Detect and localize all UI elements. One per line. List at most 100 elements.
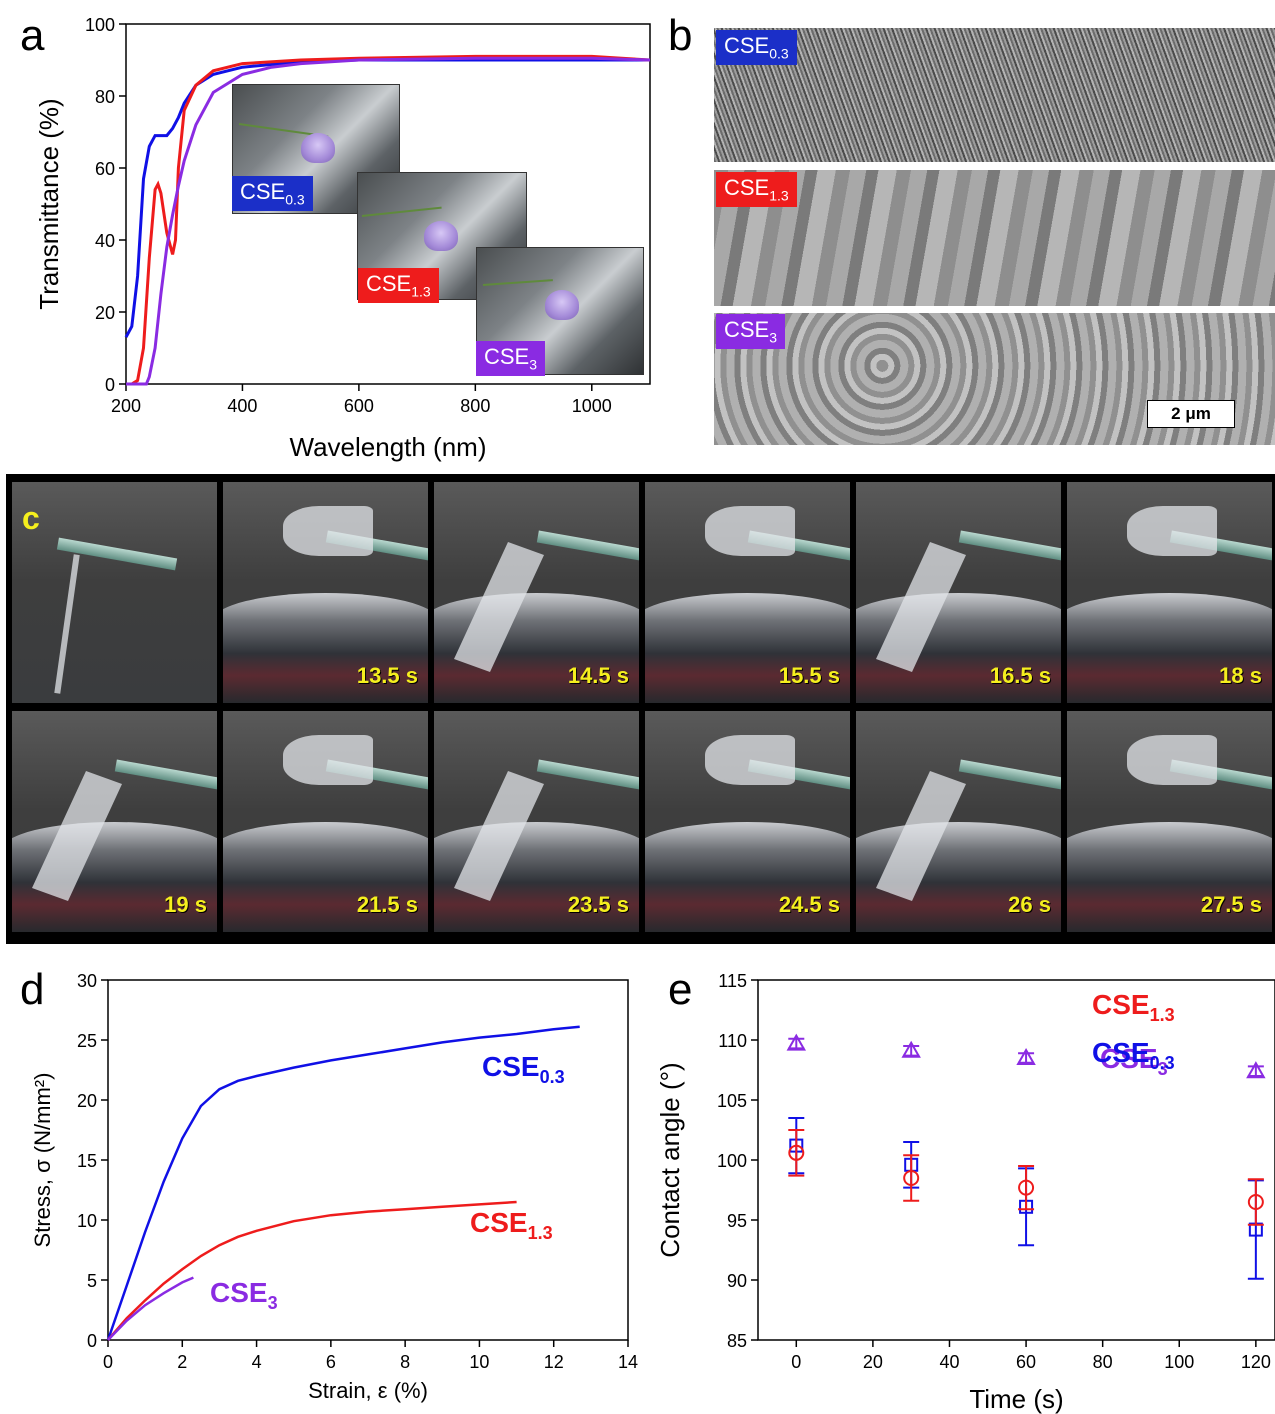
x-tick-label: 10 — [469, 1352, 489, 1372]
time-label: 27.5 s — [1200, 892, 1262, 917]
time-label: 13.5 s — [356, 663, 418, 688]
y-tick-label: 30 — [77, 971, 97, 991]
photo-frame-8: 24.5 s — [645, 711, 850, 932]
y-tick-label: 105 — [717, 1091, 747, 1111]
plot-frame — [107, 979, 629, 1341]
x-tick-label: 60 — [1016, 1352, 1036, 1372]
data-point-cse13 — [903, 1170, 920, 1186]
label-cse13-inset: CSE1.3 — [358, 268, 439, 303]
x-tick-label: 600 — [344, 396, 374, 416]
y-axis-label: Transmittance (%) — [34, 98, 64, 309]
data-point-cse3 — [1246, 1061, 1266, 1079]
panel-c-photo-sequence: c 13.5 s 14.5 s 15.5 s 16.5 s 18 s 19 s 21.5 s… — [6, 474, 1275, 944]
panel-e-chart: 0 20 40 60 80 100 120 85 90 95 100 105 110 115 Time (s… — [655, 971, 1275, 1414]
series-label-cse03: CSE0.3 — [482, 1051, 565, 1087]
photo-frame-9: 26 s — [856, 711, 1061, 932]
data-point-cse13 — [1018, 1179, 1035, 1196]
x-tick-label: 8 — [400, 1352, 410, 1372]
series-label-cse13: CSE1.3 — [470, 1207, 553, 1243]
time-label: 23.5 s — [567, 892, 629, 917]
photo-frame-1: 14.5 s — [434, 482, 639, 703]
x-tick-label: 14 — [618, 1352, 638, 1372]
series-label-cse3: CSE3 — [1100, 1043, 1168, 1079]
x-tick-label: 800 — [460, 396, 490, 416]
photo-frame-7: 23.5 s — [434, 711, 639, 932]
x-tick-label: 400 — [227, 396, 257, 416]
photo-frame-3: 16.5 s — [856, 482, 1061, 703]
transmittance-line-cse3 — [126, 56, 651, 386]
time-label: 18 s — [1219, 663, 1262, 688]
panel-e-letter: e — [668, 965, 693, 1014]
photo-frame-4: 18 s — [1067, 482, 1272, 703]
photo-frame-2: 15.5 s — [645, 482, 850, 703]
plot-frame — [125, 23, 651, 385]
y-tick-label: 0 — [87, 1331, 97, 1351]
scale-bar: 2 μm — [1147, 400, 1235, 428]
y-tick-label: 100 — [717, 1151, 747, 1171]
x-tick-label: 2 — [177, 1352, 187, 1372]
data-point-cse13 — [1247, 1194, 1264, 1210]
x-axis-label: Time (s) — [969, 1384, 1063, 1414]
time-label: 24.5 s — [778, 892, 840, 917]
data-point-cse3 — [901, 1040, 921, 1058]
series-label-cse3: CSE3 — [210, 1277, 278, 1313]
x-tick-label: 4 — [252, 1352, 262, 1372]
transmittance-line-cse13 — [126, 54, 651, 386]
y-tick-label: 25 — [77, 1031, 97, 1051]
label-cse3-inset: CSE3 — [476, 341, 546, 376]
time-label: 19 s — [164, 892, 207, 917]
photo-frame-initial: c — [12, 482, 217, 703]
plot-frame — [757, 979, 1275, 1341]
time-label: 16.5 s — [989, 663, 1051, 688]
y-tick-label: 90 — [727, 1271, 747, 1291]
x-tick-label: 120 — [1241, 1352, 1271, 1372]
y-tick-label: 10 — [77, 1211, 97, 1231]
time-label: 21.5 s — [356, 892, 418, 917]
time-label: 14.5 s — [567, 663, 629, 688]
y-tick-label: 5 — [87, 1271, 97, 1291]
y-tick-label: 100 — [85, 15, 115, 35]
photo-frame-0: 13.5 s — [223, 482, 428, 703]
label-cse03-inset: CSE0.3 — [232, 176, 313, 211]
x-tick-label: 100 — [1164, 1352, 1194, 1372]
label-cse13-sem: CSE1.3 — [716, 172, 797, 207]
x-tick-label: 20 — [863, 1352, 883, 1372]
time-label: 15.5 s — [778, 663, 840, 688]
sem-image-cse13 — [714, 170, 1275, 306]
x-tick-label: 0 — [791, 1352, 801, 1372]
data-point-cse3 — [786, 1033, 807, 1051]
y-tick-label: 40 — [95, 231, 115, 251]
photo-frame-10: 27.5 s — [1067, 711, 1272, 932]
x-tick-label: 1000 — [572, 396, 612, 416]
time-label: 26 s — [1008, 892, 1051, 917]
x-tick-label: 12 — [544, 1352, 564, 1372]
y-tick-label: 110 — [718, 1031, 747, 1051]
stress-line-cse3 — [107, 1276, 194, 1341]
x-axis-label: Strain, ε (%) — [308, 1378, 428, 1403]
y-tick-label: 115 — [718, 971, 747, 991]
data-point-cse13 — [788, 1144, 805, 1161]
stress-line-cse13 — [107, 1200, 517, 1341]
data-point-cse3 — [1016, 1047, 1036, 1065]
y-tick-label: 0 — [105, 375, 115, 395]
panel-b-letter: b — [668, 11, 693, 60]
label-cse03-sem: CSE0.3 — [716, 30, 797, 65]
label-cse3-sem: CSE3 — [716, 314, 786, 349]
y-tick-label: 20 — [95, 303, 115, 323]
series-label-cse13: CSE1.3 — [1092, 989, 1175, 1025]
y-axis-label: Contact angle (°) — [655, 1062, 685, 1257]
x-tick-label: 0 — [103, 1352, 113, 1372]
x-tick-label: 40 — [939, 1352, 959, 1372]
stress-line-cse03 — [106, 1025, 580, 1341]
y-tick-label: 15 — [77, 1151, 97, 1171]
x-axis-label: Wavelength (nm) — [290, 432, 487, 462]
x-tick-label: 200 — [111, 396, 141, 416]
y-axis-label: Stress, σ (N/mm²) — [30, 1073, 55, 1248]
sem-image-cse03 — [714, 28, 1275, 162]
panel-a-letter: a — [20, 11, 45, 60]
y-tick-label: 95 — [727, 1211, 747, 1231]
x-tick-label: 6 — [326, 1352, 336, 1372]
photo-frame-6: 21.5 s — [223, 711, 428, 932]
y-tick-label: 80 — [95, 87, 115, 107]
y-tick-label: 20 — [77, 1091, 97, 1111]
